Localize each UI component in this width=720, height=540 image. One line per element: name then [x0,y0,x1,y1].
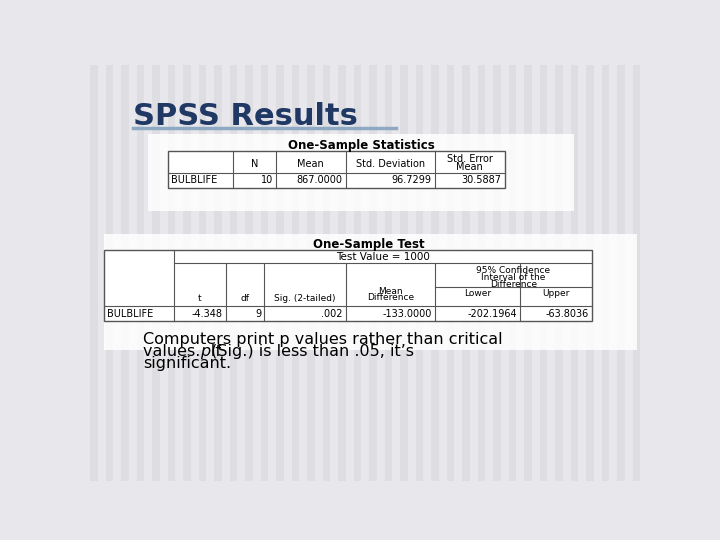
Text: Mean: Mean [456,162,483,172]
Bar [152,65,160,481]
Bar [462,65,469,481]
Text: 10: 10 [261,176,273,185]
Text: .002: .002 [321,308,343,319]
FancyBboxPatch shape [104,234,637,350]
Text: Std. Error: Std. Error [447,154,492,164]
Text: 96.7299: 96.7299 [392,176,432,185]
Bar [106,65,113,481]
Bar [214,65,222,481]
Text: Upper: Upper [542,289,570,298]
Bar [415,65,423,481]
Bar [617,65,625,481]
Text: Test Value = 1000: Test Value = 1000 [336,252,430,261]
Bar [400,65,408,481]
Bar [601,65,609,481]
Text: Difference: Difference [366,294,414,302]
Bar [261,65,269,481]
Bar [477,65,485,481]
Bar [168,151,505,188]
Bar [230,65,238,481]
Bar [508,65,516,481]
Text: BULBLIFE: BULBLIFE [107,308,153,319]
Bar [539,65,547,481]
Bar [90,65,98,481]
Text: -63.8036: -63.8036 [546,308,589,319]
Text: values.  If: values. If [143,344,226,359]
Text: -202.1964: -202.1964 [467,308,517,319]
Text: One-Sample Test: One-Sample Test [313,238,425,251]
Text: N: N [251,159,258,168]
Text: 867.0000: 867.0000 [297,176,343,185]
Bar [586,65,594,481]
Text: df: df [240,294,250,303]
Bar [276,65,284,481]
Bar [431,65,438,481]
Text: Difference: Difference [490,280,537,288]
Text: Std. Deviation: Std. Deviation [356,159,425,168]
Text: -4.348: -4.348 [192,308,222,319]
Bar [199,65,206,481]
Bar [524,65,532,481]
Bar [104,249,593,321]
Bar [570,65,578,481]
Bar [354,65,361,481]
Text: Sig. (2-tailed): Sig. (2-tailed) [274,294,336,303]
Bar [369,65,377,481]
Text: Mean: Mean [297,159,324,168]
Text: One-Sample Statistics: One-Sample Statistics [288,139,435,152]
Bar [555,65,563,481]
Text: Mean: Mean [378,287,402,295]
Bar [384,65,392,481]
Bar [245,65,253,481]
Bar [493,65,500,481]
Text: (Sig.) is less than .05, it’s: (Sig.) is less than .05, it’s [206,344,414,359]
Bar [323,65,330,481]
Text: SPSS Results: SPSS Results [132,102,358,131]
Bar [292,65,300,481]
Text: 9: 9 [255,308,261,319]
Text: Lower: Lower [464,289,491,298]
FancyBboxPatch shape [148,134,575,211]
Bar [183,65,191,481]
Bar [446,65,454,481]
Text: p: p [200,344,210,359]
Text: Interval of the: Interval of the [482,273,546,282]
Bar [632,65,640,481]
Bar [338,65,346,481]
Text: BULBLIFE: BULBLIFE [171,176,217,185]
Text: -133.0000: -133.0000 [382,308,432,319]
Bar [168,65,175,481]
Text: Computers print p values rather than critical: Computers print p values rather than cri… [143,332,503,347]
Text: 30.5887: 30.5887 [462,176,502,185]
Text: t: t [198,294,202,303]
Bar [121,65,129,481]
Text: 95% Confidence: 95% Confidence [477,266,551,275]
Bar [307,65,315,481]
Text: significant.: significant. [143,356,231,371]
Bar [137,65,144,481]
